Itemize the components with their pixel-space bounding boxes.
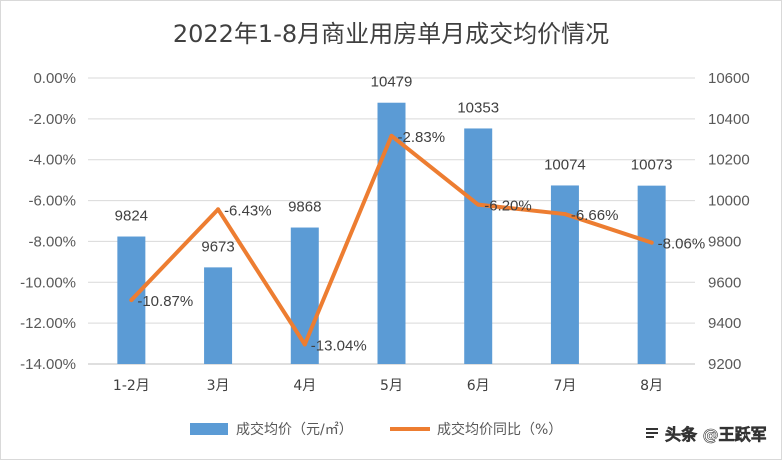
- line-value-label: -6.20%: [484, 198, 532, 215]
- bar-value-label: 10074: [544, 156, 586, 173]
- line-value-label: -2.83%: [398, 129, 446, 146]
- left-axis-tick-label: 0.00%: [33, 70, 76, 87]
- toutiao-logo-icon: [643, 424, 661, 442]
- category-label: 8月: [640, 378, 663, 394]
- bar-value-label: 9673: [201, 238, 234, 255]
- line-value-label: -10.87%: [137, 293, 193, 310]
- bar: [204, 267, 233, 364]
- bar-value-label: 9824: [115, 208, 148, 225]
- right-axis-tick-label: 10400: [708, 111, 750, 128]
- right-axis-tick-label: 9400: [708, 315, 741, 332]
- left-axis-tick-label: -8.00%: [28, 233, 76, 250]
- bar-value-labels: 9824 9673 9868 10479 10353 10074 10073: [115, 74, 673, 256]
- right-axis-tick-label: 10000: [708, 193, 750, 210]
- left-axis-tick-label: -6.00%: [28, 193, 76, 210]
- right-axis-ticks: 10600 10400 10200 10000 9800 9600 9400 9200: [708, 70, 750, 373]
- watermark-text: 头条 @王跃军: [665, 425, 767, 444]
- bar-series: [117, 102, 666, 365]
- bar-value-label: 10479: [371, 74, 413, 91]
- legend-bar-swatch: [190, 423, 228, 435]
- left-axis-tick-label: -4.00%: [28, 152, 76, 169]
- right-axis-tick-label: 10600: [708, 70, 750, 87]
- bar-value-label: 10353: [457, 99, 499, 116]
- category-label: 3月: [207, 378, 230, 394]
- line-point: [216, 207, 221, 212]
- line-value-label: -8.06%: [658, 236, 706, 253]
- bar: [637, 185, 666, 364]
- left-axis-tick-label: -14.00%: [20, 356, 76, 373]
- right-axis-tick-label: 9600: [708, 274, 741, 291]
- line-value-labels: -10.87% -6.43% -13.04% -2.83% -6.20% -6.66% -8…: [137, 129, 705, 355]
- right-axis-tick-label: 9800: [708, 233, 741, 250]
- right-axis-tick-label: 9200: [708, 356, 741, 373]
- bar: [464, 128, 493, 364]
- left-axis-ticks: 0.00% -2.00% -4.00% -6.00% -8.00% -10.00% -12.…: [20, 70, 76, 373]
- left-axis-tick-label: -10.00%: [20, 274, 76, 291]
- category-label: 4月: [293, 378, 316, 394]
- legend: 成交均价（元/㎡） 成交均价同比（%）: [190, 421, 562, 438]
- category-label: 6月: [467, 378, 490, 394]
- bar-value-label: 9868: [288, 199, 321, 216]
- line-point: [129, 298, 134, 303]
- category-labels: 1-2月 3月 4月 5月 6月 7月 8月: [113, 378, 663, 394]
- category-label: 5月: [380, 378, 403, 394]
- bar-value-label: 10073: [631, 157, 673, 174]
- line-value-label: -13.04%: [311, 337, 367, 354]
- line-point: [562, 212, 567, 217]
- chart-title: 2022年1-8月商业用房单月成交均价情况: [173, 20, 609, 48]
- line-value-label: -6.66%: [571, 207, 619, 224]
- line-point: [649, 240, 654, 245]
- line-value-label: -6.43%: [224, 202, 272, 219]
- line-series: [129, 133, 654, 347]
- legend-bar-label: 成交均价（元/㎡）: [236, 421, 353, 438]
- left-axis-tick-label: -12.00%: [20, 315, 76, 332]
- left-axis-tick-label: -2.00%: [28, 111, 76, 128]
- right-axis-tick-label: 10200: [708, 152, 750, 169]
- line-point: [302, 342, 307, 347]
- watermark: 头条 @王跃军: [643, 424, 767, 444]
- bar: [377, 102, 406, 365]
- line-point: [476, 202, 481, 207]
- line-point: [389, 133, 394, 138]
- category-label: 7月: [553, 378, 576, 394]
- category-label: 1-2月: [113, 378, 150, 394]
- legend-line-label: 成交均价同比（%）: [437, 421, 562, 438]
